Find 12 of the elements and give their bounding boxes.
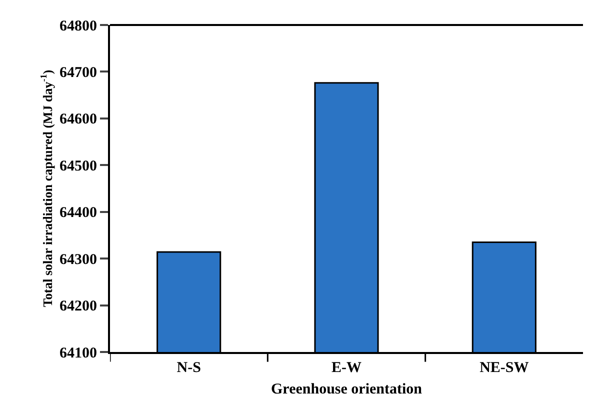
y-tick-label: 64300 — [60, 252, 97, 268]
x-axis-title: Greenhouse orientation — [271, 382, 423, 398]
y-tick-label: 64400 — [60, 205, 97, 222]
x-tick-label: N-S — [176, 360, 201, 376]
x-tick-label: E-W — [332, 360, 362, 376]
y-tick-label: 64600 — [60, 112, 97, 128]
y-tick-label: 64100 — [60, 345, 97, 362]
x-tick-label: NE-SW — [480, 360, 529, 376]
y-tick-label: 64200 — [60, 298, 97, 315]
y-tick-label: 64500 — [60, 158, 97, 174]
y-tick-label: 64800 — [60, 18, 97, 34]
y-tick-label: 64700 — [60, 64, 97, 81]
